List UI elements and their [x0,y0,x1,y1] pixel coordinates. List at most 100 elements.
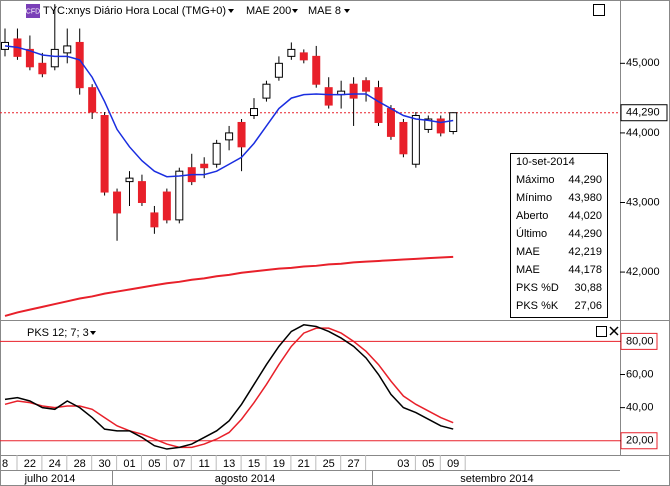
candle-body [349,83,358,99]
info-label: Máximo [516,174,555,186]
candle-body [362,80,371,92]
close-button[interactable] [609,326,619,336]
x-tick-label: 19 [273,458,285,470]
candle-body [88,87,97,113]
x-tick-label: 21 [298,458,310,470]
x-tick-label: 07 [173,458,185,470]
cfd-badge [26,4,40,18]
month-label: setembro 2014 [460,473,533,485]
dropdown-icon[interactable] [228,9,234,13]
dropdown-icon[interactable] [90,331,96,335]
candle-body [299,52,308,61]
indicator-line [4,45,454,178]
info-label: Aberto [516,210,548,222]
info-value: 43,980 [568,192,602,204]
cfd-badge-text: CFD [26,8,40,15]
x-tick-label: 05 [422,458,434,470]
candle-body [100,115,109,193]
candle-body [200,163,209,169]
indicator-line [4,327,454,449]
candle-body [399,121,408,155]
candle-body [25,48,34,68]
y-tick-label: 20,00 [626,435,654,447]
dropdown-icon[interactable] [292,9,298,13]
last-price-tag [620,104,668,122]
x-tick-label: 15 [248,458,260,470]
info-label: Último [516,227,547,240]
candle-body [424,118,433,130]
candle-body [237,121,246,148]
y-tick-label: 42,000 [626,266,660,278]
instrument-title[interactable]: TYC:xnys Diário Hora Local (TMG+0) [43,5,226,17]
legend-entry[interactable]: MAE 8 [308,5,341,17]
legend-entry[interactable]: MAE 200 [246,5,291,17]
candle-body [262,83,271,99]
x-tick-label: 25 [323,458,335,470]
dropdown-icon[interactable] [344,9,350,13]
candle-body [125,177,134,183]
x-tick-label: 09 [447,458,459,470]
month-label: julho 2014 [24,473,76,485]
info-value: 30,88 [574,282,602,294]
level-tag [620,332,658,350]
candle-body [386,108,395,137]
x-tick-label: 30 [98,458,110,470]
last-price-label: 44,290 [626,107,660,119]
candle-body [274,62,283,78]
info-value: 44,020 [568,210,602,222]
candle-body [411,115,420,165]
x-tick-label: 01 [123,458,135,470]
maximize-button[interactable] [596,326,607,337]
x-tick-label: 22 [24,458,36,470]
info-label: MAE [516,264,540,276]
info-value: 44,290 [568,228,602,240]
x-tick-label: 27 [347,458,359,470]
x-tick-label: 13 [223,458,235,470]
y-tick-label: 45,000 [626,57,660,69]
x-tick-label: 28 [74,458,86,470]
candle-body [312,55,321,85]
indicator-line [4,324,454,450]
candle-body [225,132,234,141]
candle-body [250,108,258,117]
info-value: 44,290 [568,174,602,186]
candle-body [63,45,72,54]
candle-body [374,87,383,123]
info-label: Mínimo [516,192,552,204]
month-label: agosto 2014 [215,473,276,485]
info-value: 42,219 [568,246,602,258]
info-value: 44,178 [568,264,602,276]
info-label: MAE [516,246,540,258]
candle-body [162,191,171,221]
candle-body [175,170,184,221]
info-label: PKS %D [516,282,559,294]
y-tick-label: 40,00 [626,402,654,414]
y-tick-label: 80,00 [626,335,654,347]
info-date: 10-set-2014 [516,156,575,168]
candle-body [150,212,159,228]
candle-body [324,87,333,106]
candle-body [113,191,122,214]
y-tick-label: 43,000 [626,196,660,208]
info-box: 10-set-2014 Máximo 44,290 Mínimo 43,980 Abert… [510,153,608,318]
candle-body [436,118,445,134]
y-tick-label: 60,00 [626,368,654,380]
x-tick-label: 24 [49,458,61,470]
x-tick-label: 8 [2,458,8,470]
candle-body [50,48,59,68]
info-value: 27,06 [574,300,602,312]
candle-body [137,181,146,203]
x-tick-label: 03 [397,458,409,470]
x-tick-label: 05 [148,458,160,470]
maximize-button[interactable] [593,4,605,16]
indicator-title[interactable]: PKS 12; 7; 3 [27,327,89,339]
candle-body [38,62,47,75]
level-tag [620,432,658,450]
candle-body [449,112,458,133]
x-tick-label: 11 [198,458,209,470]
candle-body [287,48,296,57]
info-box-bg [510,153,608,318]
indicator-line [4,255,454,317]
y-tick-label: 44,000 [626,127,660,139]
